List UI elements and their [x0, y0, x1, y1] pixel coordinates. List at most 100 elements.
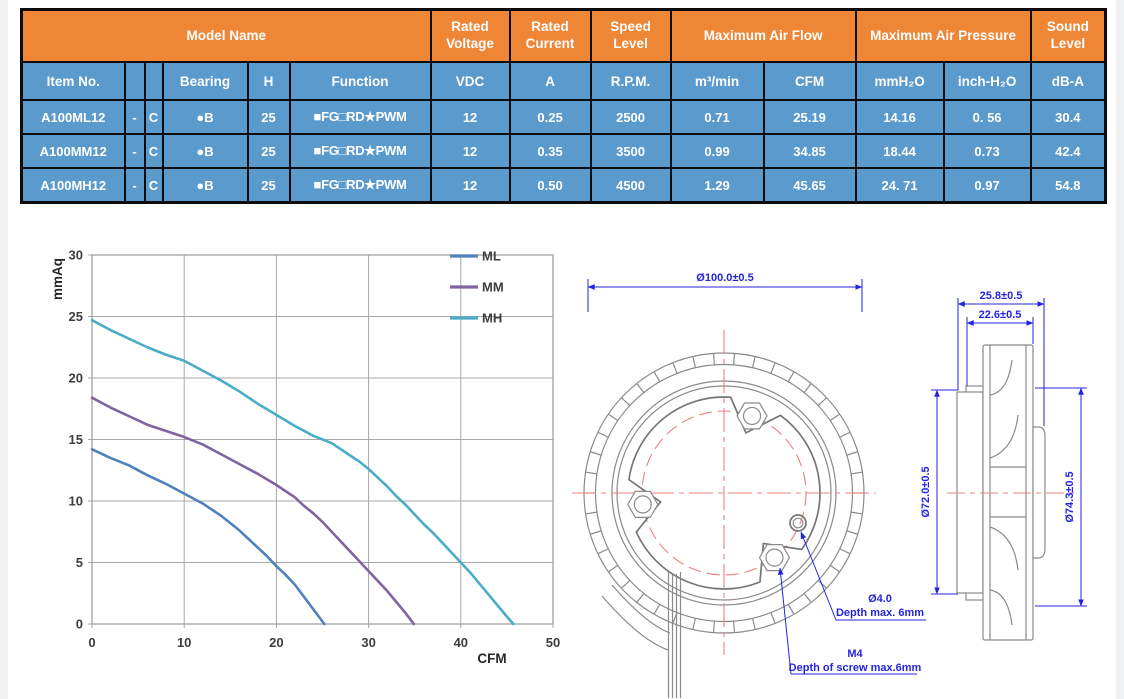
cell-dba: 30.4: [1029, 99, 1107, 135]
cell-cfm: 45.65: [762, 167, 857, 204]
cell-h: 25: [246, 133, 291, 169]
performance-chart: 0 10 20 30 40 50 0 5 10 15 20 25 30 mmAq CFM ML MM MH: [50, 248, 560, 667]
y-tick: 0: [76, 617, 83, 632]
cell-function: ■FG□RD★PWM: [288, 167, 432, 204]
cell-bearing: ●B: [161, 133, 249, 169]
col-rpm: R.P.M.: [589, 61, 672, 101]
col-header-sound-level: Sound Level: [1029, 8, 1107, 63]
cell-function: ■FG□RD★PWM: [288, 99, 432, 135]
cell-inchh2o: 0. 56: [942, 99, 1032, 135]
y-tick: 30: [69, 248, 83, 263]
table-row: A100ML12- C ●B 25 ■FG□RD★PWM 12 0.25 2500 0.71 25…: [20, 99, 1107, 135]
y-tick: 15: [69, 432, 83, 447]
screw-label-2: Depth of screw max.6mm: [789, 662, 922, 674]
cell-item-no: A100ML12: [20, 99, 126, 135]
x-tick: 30: [361, 635, 375, 650]
cell-cfm: 34.85: [762, 133, 857, 169]
right-diameter-dimension: Ø74.3±0.5: [1035, 387, 1087, 607]
col-header-max-air-flow: Maximum Air Flow: [669, 8, 857, 63]
cell-rpm: 3500: [589, 133, 672, 169]
cell-a: 0.35: [508, 133, 592, 169]
cell-m3min: 1.29: [669, 167, 765, 204]
depth2-label: 22.6±0.5: [979, 309, 1022, 321]
right-diameter-label: Ø74.3±0.5: [1064, 471, 1076, 522]
col-code: [143, 61, 164, 101]
col-header-max-air-pressure: Maximum Air Pressure: [854, 8, 1032, 63]
cell-cfm: 25.19: [762, 99, 857, 135]
legend-label-MH: MH: [482, 311, 502, 326]
front-diameter-dimension: Ø100.0±0.5: [587, 272, 863, 312]
cell-a: 0.25: [508, 99, 592, 135]
col-a: A: [508, 61, 592, 101]
table-header-units: Item No. Bearing H Function VDC A R.P.M.…: [20, 61, 1107, 101]
col-dba: dB-A: [1029, 61, 1107, 101]
hole-annotation: Ø4.0 Depth max. 6mm: [800, 531, 926, 621]
depth2-dimension: 22.6±0.5: [966, 309, 1034, 386]
y-tick: 10: [69, 494, 83, 509]
impeller-outline: [628, 396, 821, 590]
col-m3min: m³/min: [669, 61, 765, 101]
cell-code: C: [143, 99, 164, 135]
chart-plot: 0 10 20 30 40 50 0 5 10 15 20 25 30 mmAq CFM ML MM MH: [50, 248, 560, 667]
lead-wires: [667, 572, 682, 698]
left-diameter-label: Ø72.0±0.5: [920, 466, 932, 517]
y-tick: 20: [69, 371, 83, 386]
cell-bearing: ●B: [161, 167, 249, 204]
front-diameter-label: Ø100.0±0.5: [696, 272, 753, 284]
screw-annotation: M4 Depth of screw max.6mm: [777, 567, 922, 675]
table-row: A100MM12- C ●B 25 ■FG□RD★PWM 12 0.35 3500 0.99 34…: [20, 133, 1107, 169]
cell-item-no: A100MM12: [20, 133, 126, 169]
dimension-drawing: Ø100.0±0.5 Ø4.0 Depth max. 6mm M4 Depth …: [572, 272, 1087, 698]
outlet-curve-inner: [611, 584, 671, 634]
cell-vdc: 12: [429, 133, 511, 169]
y-axis-title: mmAq: [50, 258, 65, 300]
x-tick: 20: [269, 635, 283, 650]
cell-inchh2o: 0.97: [942, 167, 1032, 204]
cell-mmh2o: 24. 71: [854, 167, 945, 204]
pilot-hole: [789, 514, 807, 532]
cell-vdc: 12: [429, 167, 511, 204]
spec-table: Model Name Rated Voltage Rated Current S…: [20, 8, 1108, 204]
cell-dba: 42.4: [1029, 133, 1107, 169]
cell-rpm: 4500: [589, 167, 672, 204]
col-mmh2o: mmH₂O: [854, 61, 945, 101]
cell-m3min: 0.99: [669, 133, 765, 169]
col-header-speed-level: Speed Level: [589, 8, 672, 63]
x-tick: 0: [88, 635, 95, 650]
cell-sep: -: [123, 133, 146, 169]
cell-inchh2o: 0.73: [942, 133, 1032, 169]
legend-label-MM: MM: [482, 280, 504, 295]
col-vdc: VDC: [429, 61, 511, 101]
y-tick: 25: [69, 309, 83, 324]
outlet-curve: [601, 595, 669, 651]
hole-label-1: Ø4.0: [868, 593, 892, 605]
cell-dba: 54.8: [1029, 167, 1107, 204]
col-bearing: Bearing: [161, 61, 249, 101]
col-cfm: CFM: [762, 61, 857, 101]
table-row: A100MH12- C ●B 25 ■FG□RD★PWM 12 0.50 4500 1.29 45…: [20, 167, 1107, 204]
cell-bearing: ●B: [161, 99, 249, 135]
col-sep: [123, 61, 146, 101]
series-MH: [90, 318, 515, 626]
cell-vdc: 12: [429, 99, 511, 135]
hex-nut: [736, 402, 768, 430]
y-tick: 5: [76, 555, 83, 570]
hex-nut: [627, 490, 659, 519]
cell-mmh2o: 18.44: [854, 133, 945, 169]
x-tick: 50: [546, 635, 560, 650]
x-tick: 10: [177, 635, 191, 650]
left-diameter-dimension: Ø72.0±0.5: [920, 389, 958, 595]
table-header-groups: Model Name Rated Voltage Rated Current S…: [20, 8, 1107, 63]
screw-label-1: M4: [847, 648, 863, 660]
series-MM: [90, 396, 416, 626]
side-view: 25.8±0.5 22.6±0.5 Ø72.0±0.5 Ø74.3±0.5: [920, 290, 1087, 641]
col-header-rated-voltage: Rated Voltage: [429, 8, 511, 63]
depth-dimension: 25.8±0.5: [957, 290, 1045, 426]
cell-sep: -: [123, 99, 146, 135]
col-item-no: Item No.: [20, 61, 126, 101]
col-header-model-name: Model Name: [20, 8, 432, 63]
cell-h: 25: [246, 99, 291, 135]
x-axis-title: CFM: [477, 651, 506, 666]
depth-label: 25.8±0.5: [980, 290, 1023, 302]
cell-mmh2o: 14.16: [854, 99, 945, 135]
